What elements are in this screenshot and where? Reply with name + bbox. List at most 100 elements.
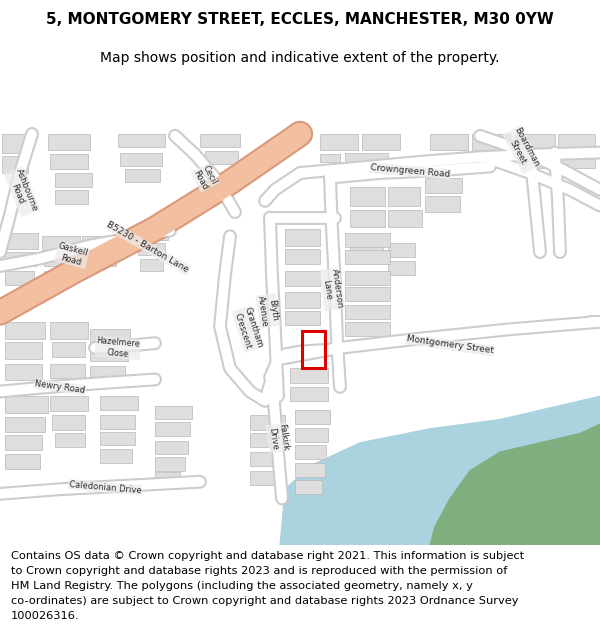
Text: Grantham
Crescent: Grantham Crescent: [232, 306, 264, 352]
Polygon shape: [2, 156, 28, 173]
Polygon shape: [100, 415, 135, 429]
Polygon shape: [55, 173, 92, 187]
Polygon shape: [135, 227, 168, 240]
Polygon shape: [295, 446, 326, 459]
Polygon shape: [5, 396, 48, 413]
Text: Montgomery Street: Montgomery Street: [406, 334, 494, 356]
Polygon shape: [155, 406, 192, 419]
Polygon shape: [5, 364, 42, 381]
Polygon shape: [280, 396, 600, 545]
Polygon shape: [285, 229, 320, 246]
Text: Gaskell
Road: Gaskell Road: [55, 241, 89, 268]
Polygon shape: [205, 151, 238, 164]
Polygon shape: [295, 410, 330, 424]
Polygon shape: [52, 342, 85, 357]
Polygon shape: [345, 288, 390, 301]
Polygon shape: [290, 368, 328, 383]
Polygon shape: [285, 249, 320, 264]
Text: Contains OS data © Crown copyright and database right 2021. This information is : Contains OS data © Crown copyright and d…: [11, 551, 524, 561]
Text: co-ordinates) are subject to Crown copyright and database rights 2023 Ordnance S: co-ordinates) are subject to Crown copyr…: [11, 596, 518, 606]
Polygon shape: [320, 154, 340, 162]
Polygon shape: [155, 472, 180, 486]
Polygon shape: [50, 154, 88, 169]
Polygon shape: [388, 242, 415, 257]
Polygon shape: [140, 259, 163, 271]
Polygon shape: [5, 322, 45, 339]
Polygon shape: [100, 449, 132, 463]
Polygon shape: [430, 134, 468, 150]
Polygon shape: [55, 433, 85, 447]
Polygon shape: [285, 311, 320, 324]
Polygon shape: [345, 305, 390, 319]
Polygon shape: [200, 134, 240, 147]
Polygon shape: [125, 169, 160, 182]
Polygon shape: [250, 471, 278, 484]
Polygon shape: [345, 271, 390, 284]
Polygon shape: [250, 433, 283, 447]
Text: Map shows position and indicative extent of the property.: Map shows position and indicative extent…: [100, 51, 500, 64]
Polygon shape: [285, 271, 320, 286]
Polygon shape: [295, 463, 325, 477]
Polygon shape: [5, 342, 42, 359]
Polygon shape: [50, 364, 85, 378]
Polygon shape: [120, 152, 162, 166]
Polygon shape: [50, 322, 88, 339]
Polygon shape: [472, 154, 510, 168]
Polygon shape: [5, 417, 45, 431]
Polygon shape: [138, 242, 165, 255]
Polygon shape: [515, 134, 555, 150]
Polygon shape: [5, 252, 36, 266]
Polygon shape: [472, 134, 510, 150]
Polygon shape: [118, 134, 165, 147]
Text: HM Land Registry. The polygons (including the associated geometry, namely x, y: HM Land Registry. The polygons (includin…: [11, 581, 473, 591]
Text: Hazelmere
Close: Hazelmere Close: [95, 336, 140, 359]
Text: 5, MONTGOMERY STREET, ECCLES, MANCHESTER, M30 0YW: 5, MONTGOMERY STREET, ECCLES, MANCHESTER…: [46, 12, 554, 28]
Polygon shape: [52, 415, 85, 429]
Polygon shape: [5, 271, 34, 284]
Polygon shape: [5, 454, 40, 469]
Polygon shape: [350, 242, 383, 257]
Polygon shape: [42, 236, 80, 250]
Polygon shape: [250, 452, 280, 466]
Text: Caledonian Drive: Caledonian Drive: [68, 480, 142, 495]
Text: Cecil
Road: Cecil Road: [191, 164, 218, 191]
Polygon shape: [430, 154, 468, 168]
Text: Ashbourne
Road: Ashbourne Road: [5, 167, 40, 216]
Text: Falkirk
Drive: Falkirk Drive: [266, 423, 290, 453]
Polygon shape: [48, 134, 90, 150]
Text: Blyth
Avenue: Blyth Avenue: [256, 294, 280, 328]
Polygon shape: [362, 134, 400, 150]
Polygon shape: [290, 387, 328, 401]
Polygon shape: [90, 366, 125, 379]
Polygon shape: [100, 396, 138, 410]
Polygon shape: [285, 292, 320, 308]
Text: 100026316.: 100026316.: [11, 611, 79, 621]
Polygon shape: [2, 134, 32, 152]
Polygon shape: [388, 210, 422, 227]
Polygon shape: [155, 441, 188, 454]
Polygon shape: [155, 422, 190, 436]
Polygon shape: [295, 428, 328, 442]
Polygon shape: [350, 210, 385, 227]
Polygon shape: [388, 187, 420, 206]
Polygon shape: [388, 261, 415, 275]
Polygon shape: [44, 253, 78, 266]
Polygon shape: [55, 190, 88, 204]
Polygon shape: [515, 154, 553, 168]
Text: to Crown copyright and database rights 2023 and is reproduced with the permissio: to Crown copyright and database rights 2…: [11, 566, 507, 576]
Polygon shape: [350, 187, 385, 206]
Polygon shape: [44, 271, 76, 282]
Polygon shape: [558, 134, 595, 147]
Polygon shape: [5, 234, 38, 249]
Polygon shape: [100, 431, 135, 446]
Polygon shape: [345, 250, 390, 264]
Text: Boardman
Street: Boardman Street: [503, 126, 541, 174]
Text: Anderson
Lane: Anderson Lane: [320, 268, 344, 311]
Polygon shape: [50, 396, 88, 411]
Polygon shape: [82, 236, 118, 250]
Polygon shape: [430, 424, 600, 545]
Text: Crowngreen Road: Crowngreen Road: [370, 163, 451, 179]
Polygon shape: [425, 177, 462, 194]
Polygon shape: [90, 329, 130, 343]
Polygon shape: [155, 457, 185, 471]
